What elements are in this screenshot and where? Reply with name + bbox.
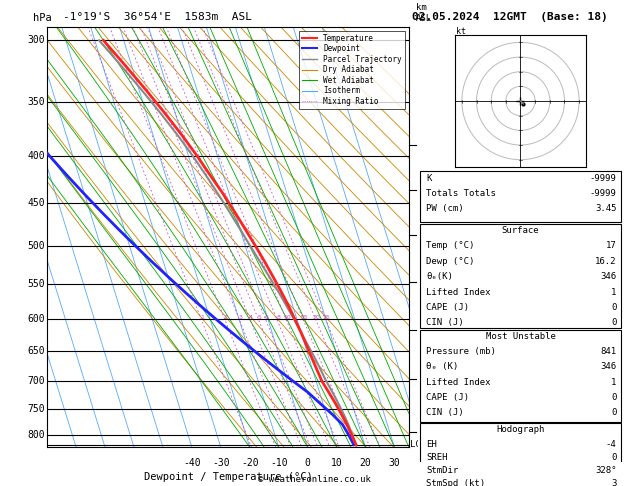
Text: 400: 400 [28,151,45,161]
Text: Lifted Index: Lifted Index [426,378,491,387]
Text: 02.05.2024  12GMT  (Base: 18): 02.05.2024 12GMT (Base: 18) [412,12,608,22]
Text: Dewp (°C): Dewp (°C) [426,257,475,266]
Text: CAPE (J): CAPE (J) [426,303,469,312]
Text: -9999: -9999 [590,174,616,183]
Text: 20: 20 [313,315,321,320]
Text: CIN (J): CIN (J) [426,408,464,417]
Text: 600: 600 [28,314,45,324]
Text: LCL: LCL [409,440,426,449]
Bar [420,224,621,328]
Text: 17: 17 [606,242,616,250]
Text: -4: -4 [606,440,616,449]
Text: 841: 841 [601,347,616,356]
Text: 500: 500 [28,241,45,251]
Text: 6: 6 [420,231,425,240]
Text: 800: 800 [28,430,45,440]
Text: Most Unstable: Most Unstable [486,331,555,341]
Text: 346: 346 [601,362,616,371]
Text: 2: 2 [420,428,425,437]
Text: 0: 0 [611,318,616,327]
Text: 1: 1 [611,288,616,296]
Text: 6: 6 [265,315,269,320]
Text: 700: 700 [28,376,45,386]
Text: 7: 7 [420,185,425,194]
Text: 0: 0 [611,393,616,402]
Text: StmDir: StmDir [426,467,459,475]
Text: 20: 20 [360,458,371,468]
Text: K: K [426,174,432,183]
Text: θₑ(K): θₑ(K) [426,272,454,281]
Text: 30: 30 [389,458,400,468]
Text: Lifted Index: Lifted Index [426,288,491,296]
Text: 3.45: 3.45 [595,205,616,213]
Text: θₑ (K): θₑ (K) [426,362,459,371]
Text: -10: -10 [270,458,287,468]
Bar [420,423,621,463]
Text: 650: 650 [28,346,45,356]
Text: Hodograph: Hodograph [496,425,545,434]
Text: 15: 15 [301,315,308,320]
Text: -9999: -9999 [590,189,616,198]
Text: 3: 3 [611,479,616,486]
Legend: Temperature, Dewpoint, Parcel Trajectory, Dry Adiabat, Wet Adiabat, Isotherm, Mi: Temperature, Dewpoint, Parcel Trajectory… [299,31,405,109]
Text: 0: 0 [611,453,616,462]
Text: 0: 0 [611,303,616,312]
Text: 8: 8 [276,315,280,320]
Text: Mixing Ratio (g/kg): Mixing Ratio (g/kg) [448,190,457,284]
Text: 2: 2 [224,315,228,320]
Text: 16.2: 16.2 [595,257,616,266]
Text: CAPE (J): CAPE (J) [426,393,469,402]
Text: Pressure (mb): Pressure (mb) [426,347,496,356]
Text: 750: 750 [28,404,45,414]
Text: 450: 450 [28,198,45,208]
Text: 346: 346 [601,272,616,281]
Text: SREH: SREH [426,453,448,462]
Text: © weatheronline.co.uk: © weatheronline.co.uk [258,474,371,484]
Text: 1: 1 [611,378,616,387]
Text: StmSpd (kt): StmSpd (kt) [426,479,486,486]
Text: -30: -30 [212,458,230,468]
Text: 10: 10 [284,315,291,320]
Text: Temp (°C): Temp (°C) [426,242,475,250]
Text: hPa: hPa [33,13,52,22]
Text: Totals Totals: Totals Totals [426,189,496,198]
Text: Surface: Surface [502,226,539,235]
Text: 4: 4 [249,315,253,320]
Text: 8: 8 [420,140,425,149]
Bar [420,172,621,222]
Text: CIN (J): CIN (J) [426,318,464,327]
Text: 300: 300 [28,35,45,45]
Text: -40: -40 [183,458,201,468]
Text: 550: 550 [28,279,45,289]
Text: 25: 25 [323,315,331,320]
Text: EH: EH [426,440,437,449]
Text: 328°: 328° [595,467,616,475]
Text: km
ASL: km ASL [416,3,432,22]
Text: Dewpoint / Temperature (°C): Dewpoint / Temperature (°C) [143,472,313,482]
Text: 3: 3 [238,315,243,320]
Text: 0: 0 [611,408,616,417]
Text: 5: 5 [258,315,262,320]
Text: PW (cm): PW (cm) [426,205,464,213]
Text: -1°19'S  36°54'E  1583m  ASL: -1°19'S 36°54'E 1583m ASL [63,12,252,22]
Text: 10: 10 [331,458,342,468]
Text: -20: -20 [241,458,259,468]
Text: 5: 5 [420,278,425,286]
Bar [420,330,621,422]
Text: 0: 0 [304,458,311,468]
Text: 1: 1 [201,315,204,320]
Text: 4: 4 [420,325,425,334]
Text: 350: 350 [28,97,45,107]
Text: 3: 3 [420,375,425,384]
